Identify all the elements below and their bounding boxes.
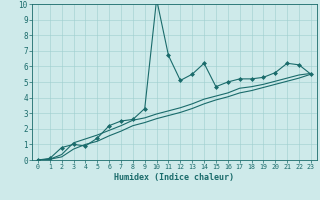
X-axis label: Humidex (Indice chaleur): Humidex (Indice chaleur) xyxy=(115,173,234,182)
